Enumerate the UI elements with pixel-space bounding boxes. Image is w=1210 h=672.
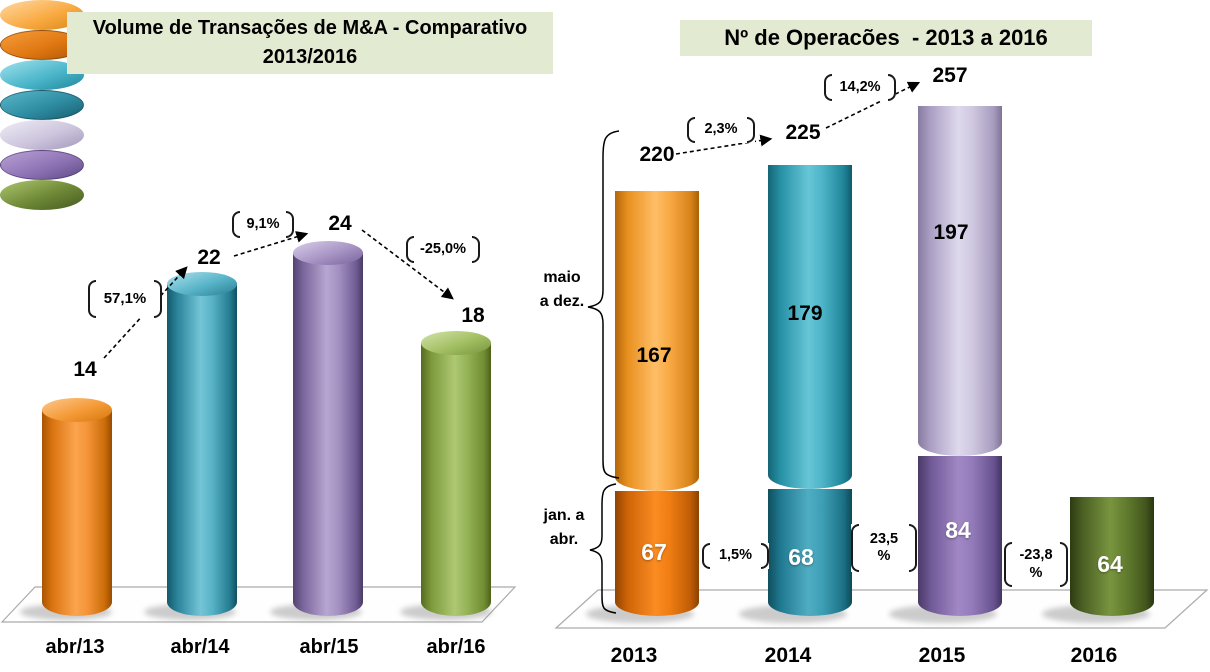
segment-label-2015-jan-abr: 84 bbox=[945, 517, 971, 543]
segment-label-2013-maio-dez: 167 bbox=[636, 344, 672, 367]
total-growth-annotation-14-2: 14,2% bbox=[824, 74, 896, 101]
bar-2015-jan-abr bbox=[918, 456, 1002, 616]
segment-growth-annotation-1-5: 1,5% bbox=[702, 543, 769, 569]
segment-growth-annotation-23-5: 23,5 % bbox=[851, 524, 917, 572]
bar-abr16-cap bbox=[421, 331, 491, 355]
category-2014: 2014 bbox=[764, 644, 812, 667]
total-label-2015: 257 bbox=[932, 64, 968, 87]
bar-2015-maio-dez bbox=[918, 106, 1002, 456]
category-abr16: abr/16 bbox=[426, 636, 486, 658]
growth-annotation-9-1-text: 9,1% bbox=[246, 215, 280, 232]
bar-abr15 bbox=[293, 253, 363, 616]
growth-annotation-9-1: 9,1% bbox=[232, 211, 294, 238]
bar-2014-maio-dez bbox=[768, 165, 852, 489]
category-abr15: abr/15 bbox=[299, 636, 359, 658]
total-growth-annotation-2-3: 2,3% bbox=[687, 117, 755, 143]
total-growth-annotation-14-2-text: 14,2% bbox=[839, 78, 881, 95]
growth-annotation-neg-25-text: -25,0% bbox=[420, 240, 466, 257]
growth-annotation-57-1: 57,1% bbox=[88, 280, 162, 318]
right-chart-title: Nº de Operacões - 2013 a 2016 bbox=[680, 20, 1092, 56]
category-2013: 2013 bbox=[610, 644, 658, 667]
growth-annotation-57-1-text: 57,1% bbox=[103, 290, 147, 307]
segment-label-2014-jan-abr: 68 bbox=[788, 544, 814, 570]
period-label-maio-a-dez: maio a dez. bbox=[539, 269, 585, 310]
bar-2016-cap bbox=[0, 180, 84, 210]
value-label-abr13: 14 bbox=[73, 358, 97, 381]
value-label-abr14: 22 bbox=[197, 246, 221, 269]
total-label-2013: 220 bbox=[639, 143, 675, 166]
value-label-abr15: 24 bbox=[328, 212, 352, 235]
total-growth-annotation-2-3-text: 2,3% bbox=[704, 121, 738, 138]
bar-2015-top-cap bbox=[0, 120, 84, 150]
category-abr13: abr/13 bbox=[45, 636, 105, 658]
value-label-abr16: 18 bbox=[461, 304, 485, 327]
bar-abr15-cap bbox=[293, 241, 363, 265]
segment-growth-annotation-neg-23-8: -23,8 % bbox=[1004, 542, 1068, 587]
bar-2014-seam bbox=[0, 90, 84, 120]
bar-abr13-cap bbox=[42, 398, 112, 422]
segment-label-2014-maio-dez: 179 bbox=[787, 302, 823, 325]
brace-jan-a-abr bbox=[589, 483, 617, 614]
bar-2015-seam bbox=[0, 150, 84, 180]
segment-growth-annotation-neg-23-8-text: -23,8 % bbox=[1019, 547, 1053, 581]
bar-abr14 bbox=[167, 284, 237, 616]
segment-growth-annotation-1-5-text: 1,5% bbox=[718, 547, 753, 564]
left-chart-title: Volume de Transações de M&A - Comparativ… bbox=[67, 12, 553, 74]
category-2015: 2015 bbox=[918, 644, 966, 667]
category-2016: 2016 bbox=[1070, 644, 1118, 667]
bar-2013-maio-dez bbox=[615, 191, 699, 491]
bar-abr16 bbox=[421, 343, 491, 616]
segment-label-2013-jan-abr: 67 bbox=[641, 539, 667, 565]
segment-label-2015-maio-dez: 197 bbox=[933, 221, 969, 244]
segment-label-2016-jan-abr: 64 bbox=[1097, 551, 1123, 577]
bar-abr14-cap bbox=[167, 272, 237, 296]
segment-growth-annotation-23-5-text: 23,5 % bbox=[869, 530, 899, 564]
category-abr14: abr/14 bbox=[170, 636, 230, 658]
total-label-2014: 225 bbox=[785, 121, 821, 144]
growth-annotation-neg-25: -25,0% bbox=[406, 236, 480, 263]
bar-abr13 bbox=[42, 410, 112, 616]
period-label-jan-a-abr: jan. a abr. bbox=[543, 507, 585, 548]
